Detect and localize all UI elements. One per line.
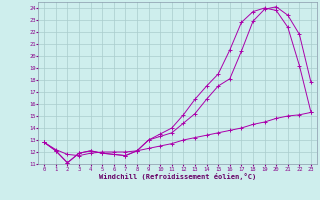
X-axis label: Windchill (Refroidissement éolien,°C): Windchill (Refroidissement éolien,°C)	[99, 173, 256, 180]
